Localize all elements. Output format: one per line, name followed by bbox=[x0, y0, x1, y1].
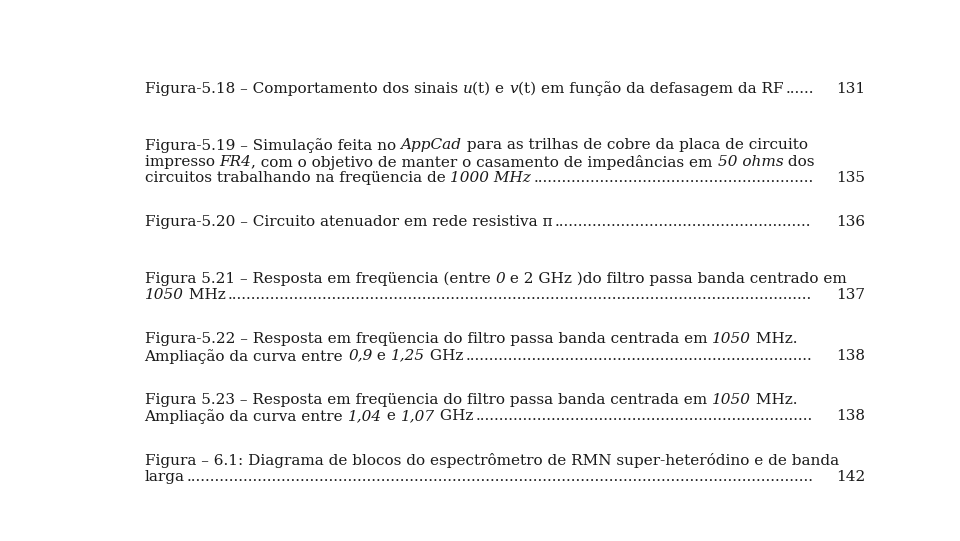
Text: ...........................................................: ........................................… bbox=[533, 171, 813, 185]
Text: 1,04: 1,04 bbox=[348, 409, 382, 423]
Text: 1050: 1050 bbox=[145, 288, 183, 302]
Text: (t) e: (t) e bbox=[472, 82, 510, 96]
Text: MHz.: MHz. bbox=[751, 332, 798, 346]
Text: .........................................................................: ........................................… bbox=[466, 349, 813, 362]
Text: 138: 138 bbox=[836, 349, 865, 362]
Text: Figura-5.22 – Resposta em freqüencia do filtro passa banda centrada em: Figura-5.22 – Resposta em freqüencia do … bbox=[145, 332, 712, 346]
Text: ................................................................................: ........................................… bbox=[228, 288, 812, 302]
Text: v: v bbox=[510, 82, 518, 96]
Text: GHz: GHz bbox=[435, 409, 473, 423]
Text: Figura-5.19 – Simulação feita no: Figura-5.19 – Simulação feita no bbox=[145, 138, 400, 153]
Text: FR4: FR4 bbox=[220, 155, 252, 169]
Text: ................................................................................: ........................................… bbox=[187, 470, 814, 484]
Text: Figura – 6.1: Diagrama de blocos do espectrômetro de RMN super-heteródino e de b: Figura – 6.1: Diagrama de blocos do espe… bbox=[145, 453, 839, 469]
Text: 0: 0 bbox=[495, 272, 505, 286]
Text: 1,07: 1,07 bbox=[401, 409, 435, 423]
Text: 136: 136 bbox=[836, 215, 865, 229]
Text: 135: 135 bbox=[836, 171, 865, 185]
Text: e: e bbox=[372, 349, 391, 362]
Text: .......................................................................: ........................................… bbox=[475, 409, 813, 423]
Text: 1000 MHz: 1000 MHz bbox=[450, 171, 531, 185]
Text: 1050: 1050 bbox=[712, 332, 751, 346]
Text: Figura-5.20 – Circuito atenuador em rede resistiva π: Figura-5.20 – Circuito atenuador em rede… bbox=[145, 215, 552, 229]
Text: Ampliação da curva entre: Ampliação da curva entre bbox=[145, 349, 348, 364]
Text: Figura 5.21 – Resposta em freqüencia (entre: Figura 5.21 – Resposta em freqüencia (en… bbox=[145, 272, 495, 286]
Text: e: e bbox=[382, 409, 401, 423]
Text: impresso: impresso bbox=[145, 155, 220, 169]
Text: u: u bbox=[463, 82, 472, 96]
Text: MHz.: MHz. bbox=[751, 393, 797, 407]
Text: GHz: GHz bbox=[425, 349, 464, 362]
Text: para as trilhas de cobre da placa de circuito: para as trilhas de cobre da placa de cir… bbox=[462, 138, 807, 152]
Text: 1050: 1050 bbox=[711, 393, 751, 407]
Text: AppCad: AppCad bbox=[400, 138, 462, 152]
Text: e 2 GHz )do filtro passa banda centrado em: e 2 GHz )do filtro passa banda centrado … bbox=[505, 272, 847, 286]
Text: 0,9: 0,9 bbox=[348, 349, 372, 362]
Text: 137: 137 bbox=[836, 288, 865, 302]
Text: Figura-5.18 – Comportamento dos sinais: Figura-5.18 – Comportamento dos sinais bbox=[145, 82, 463, 96]
Text: MHz: MHz bbox=[183, 288, 226, 302]
Text: (t) em função da defasagem da RF: (t) em função da defasagem da RF bbox=[518, 82, 783, 96]
Text: Ampliação da curva entre: Ampliação da curva entre bbox=[145, 409, 348, 424]
Text: 138: 138 bbox=[836, 409, 865, 423]
Text: Figura 5.23 – Resposta em freqüencia do filtro passa banda centrada em: Figura 5.23 – Resposta em freqüencia do … bbox=[145, 393, 711, 407]
Text: larga: larga bbox=[145, 470, 184, 484]
Text: circuitos trabalhando na freqüencia de: circuitos trabalhando na freqüencia de bbox=[145, 171, 450, 185]
Text: , com o objetivo de manter o casamento de impedâncias em: , com o objetivo de manter o casamento d… bbox=[252, 155, 717, 170]
Text: 131: 131 bbox=[836, 82, 865, 96]
Text: ......................................................: ........................................… bbox=[555, 215, 811, 229]
Text: 1,25: 1,25 bbox=[391, 349, 425, 362]
Text: ......: ...... bbox=[785, 82, 814, 96]
Text: 142: 142 bbox=[836, 470, 865, 484]
Text: dos: dos bbox=[783, 155, 815, 169]
Text: 50 ohms: 50 ohms bbox=[717, 155, 783, 169]
